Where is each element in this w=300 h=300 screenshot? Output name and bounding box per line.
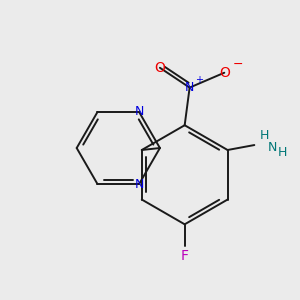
Text: H: H: [278, 146, 287, 160]
Text: O: O: [219, 66, 230, 80]
Text: N: N: [185, 81, 194, 94]
Text: −: −: [233, 58, 243, 71]
Text: O: O: [154, 61, 165, 75]
Text: N: N: [134, 106, 144, 118]
Text: H: H: [260, 129, 269, 142]
Text: N: N: [268, 140, 277, 154]
Text: N: N: [134, 178, 144, 190]
Text: +: +: [194, 75, 202, 85]
Text: F: F: [181, 249, 189, 263]
